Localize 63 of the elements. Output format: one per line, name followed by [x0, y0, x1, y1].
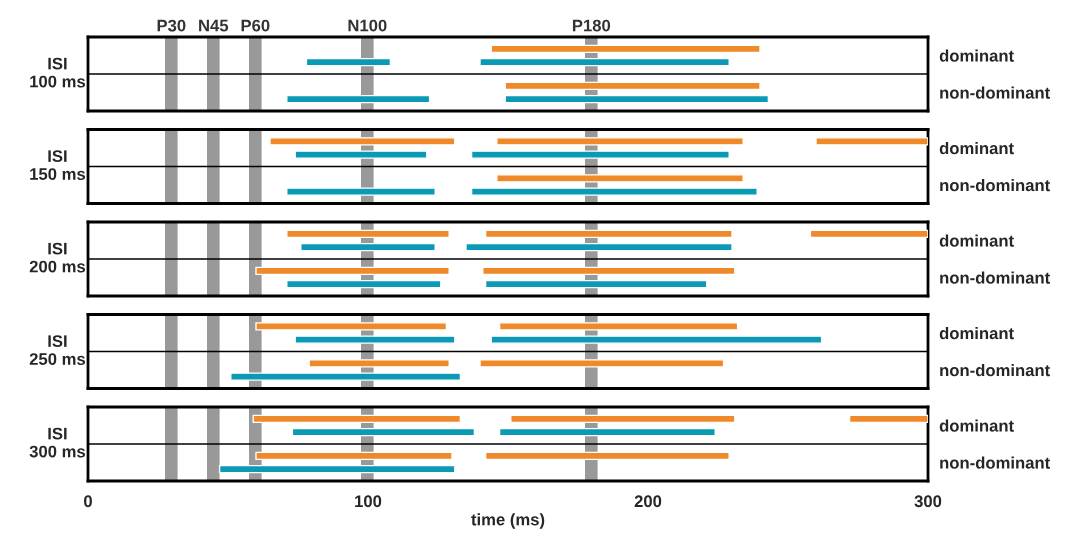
bar [496, 137, 744, 146]
y-axis-title: ISI 100 ms [30, 57, 86, 88]
bar [498, 427, 716, 437]
y-tick-label: dominant [939, 326, 1014, 340]
bar [479, 359, 725, 368]
y-tick-label: dominant [939, 419, 1014, 432]
bar [470, 187, 758, 196]
bar [291, 427, 476, 437]
band-label: N45 [199, 19, 229, 32]
bar [305, 57, 392, 67]
y-axis-title: ISI 200 ms [29, 242, 86, 273]
bar [848, 414, 928, 424]
bar [490, 44, 761, 54]
bar [294, 335, 456, 344]
bar [286, 187, 436, 196]
bar [510, 414, 736, 424]
y-tick-label: non-dominant [940, 456, 1050, 469]
bar [504, 94, 770, 104]
y-tick-label: non-dominant [940, 178, 1050, 192]
bar [479, 57, 730, 67]
bar [218, 464, 456, 474]
x-axis-title: time (ms) [471, 513, 545, 529]
bar [504, 81, 761, 91]
y-tick-label: dominant [939, 49, 1014, 62]
bar [286, 94, 431, 104]
x-tick-label: 0 [84, 495, 92, 508]
band-label: N100 [348, 19, 387, 32]
bar [255, 322, 448, 331]
bar [269, 137, 456, 146]
bar [294, 150, 428, 159]
y-axis-title: ISI 150 ms [30, 150, 86, 180]
bar [300, 242, 436, 252]
bar [255, 266, 450, 276]
bar [286, 279, 442, 289]
bar [255, 451, 453, 461]
x-tick-label: 300 [914, 495, 942, 508]
bar [465, 242, 733, 252]
bar [286, 229, 450, 239]
y-axis-title: ISI 300 ms [29, 427, 86, 458]
bar [809, 229, 928, 239]
bar [230, 372, 462, 381]
bar [252, 414, 462, 424]
bar [470, 150, 730, 159]
bar [815, 137, 928, 146]
bar [484, 229, 733, 239]
y-tick-label: dominant [939, 234, 1014, 247]
bar [484, 451, 730, 461]
bar [498, 322, 739, 331]
band-label: P30 [157, 19, 186, 32]
y-tick-label: non-dominant [940, 271, 1050, 284]
bar [496, 174, 744, 183]
x-tick-label: 200 [634, 495, 662, 508]
band-label: P60 [241, 19, 270, 32]
band-label: P180 [572, 19, 611, 32]
y-axis-title: ISI 250 ms [29, 335, 86, 365]
y-tick-label: non-dominant [940, 363, 1050, 377]
bar [308, 359, 450, 368]
y-tick-label: dominant [939, 141, 1014, 155]
bar [482, 266, 736, 276]
x-tick-label: 100 [355, 495, 382, 508]
bar [484, 279, 708, 289]
bar [490, 335, 823, 344]
y-tick-label: non-dominant [940, 86, 1050, 99]
